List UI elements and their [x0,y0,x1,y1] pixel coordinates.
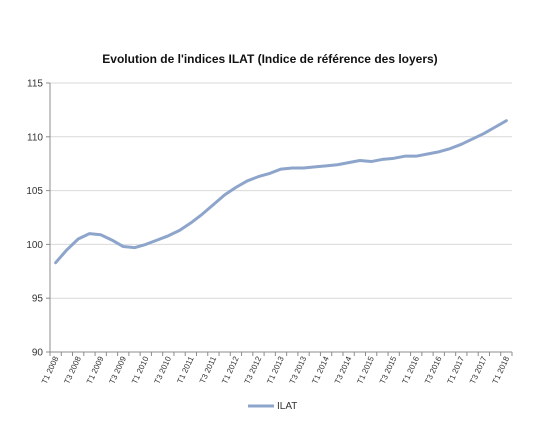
x-tick-label: T3 2011 [198,355,219,385]
legend-label-ilat: ILAT [277,401,297,412]
legend: ILAT [248,401,297,412]
x-tick-label: T1 2015 [355,355,376,386]
series-group [54,119,508,265]
chart-title: Evolution de l'indices ILAT (Indice de r… [102,52,437,66]
x-tick-label: T1 2011 [175,355,196,385]
x-tick-label: T3 2009 [107,355,128,386]
grid-lines [50,82,512,299]
y-tick-label-100: 100 [26,240,43,251]
x-tick-label: T3 2008 [62,355,83,386]
x-tick-label: T3 2014 [333,355,354,386]
x-tick-label: T3 2015 [378,355,399,386]
x-tick-label: T1 2014 [310,355,331,386]
x-tick-label: T1 2013 [265,355,286,386]
series-line-ilat [54,119,508,265]
x-tick-label: T1 2008 [40,355,61,386]
y-axis-ticks: 90 95 100 105 110 115 [26,79,50,359]
x-tick-label: T1 2016 [400,355,421,386]
axes [49,83,512,353]
y-tick-label-95: 95 [32,294,44,305]
x-tick-label: T3 2010 [153,355,174,386]
x-tick-label: T1 2010 [130,355,151,386]
y-tick-label-110: 110 [27,132,43,143]
x-axis-ticks: T1 2008 T3 2008 T1 2009 T3 2009 T1 2010 T3 20… [40,352,513,386]
x-tick-label: T1 2018 [491,355,512,386]
x-tick-label: T3 2016 [423,355,444,386]
x-tick-label: T3 2012 [243,355,264,386]
x-tick-label: T1 2012 [220,355,241,386]
x-tick-label: T3 2017 [468,355,489,386]
x-tick-label: T1 2009 [85,355,106,386]
y-tick-label-90: 90 [32,348,44,359]
x-tick-label: T3 2013 [288,355,309,386]
y-tick-label-105: 105 [26,186,43,197]
y-tick-label-115: 115 [27,79,43,90]
x-tick-label: T1 2017 [446,355,467,386]
